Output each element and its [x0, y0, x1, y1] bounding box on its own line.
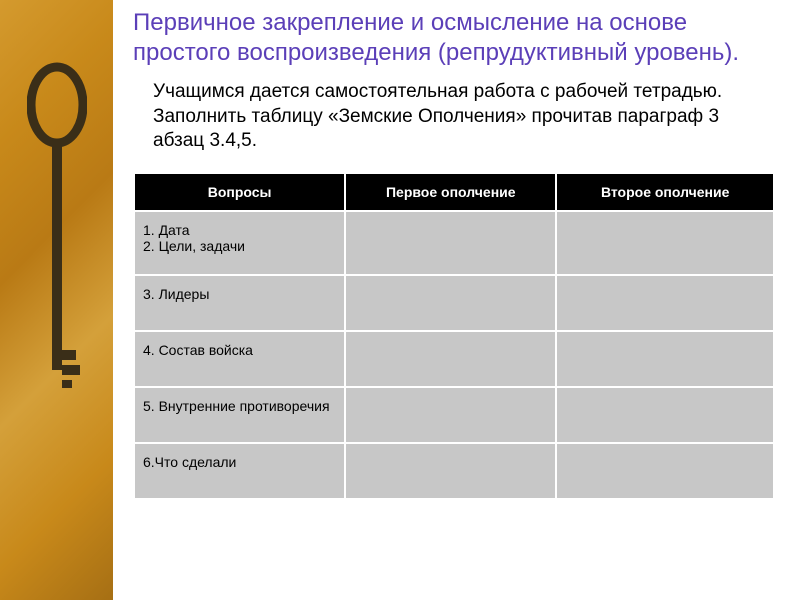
table-header: Вопросы	[134, 173, 345, 211]
table-row: 5. Внутренние противоречия	[134, 387, 774, 443]
row-label: 6.Что сделали	[134, 443, 345, 499]
row-cell	[556, 443, 774, 499]
row-label: 3. Лидеры	[134, 275, 345, 331]
key-icon	[27, 60, 87, 440]
row-label: 5. Внутренние противоречия	[134, 387, 345, 443]
row-cell	[345, 275, 556, 331]
table-header: Первое ополчение	[345, 173, 556, 211]
row-cell	[345, 331, 556, 387]
row-label: 4. Состав войска	[134, 331, 345, 387]
table-header: Второе ополчение	[556, 173, 774, 211]
table-row: 6.Что сделали	[134, 443, 774, 499]
row-cell	[345, 387, 556, 443]
row-cell	[345, 443, 556, 499]
worksheet-table: Вопросы Первое ополчение Второе ополчени…	[133, 172, 775, 500]
row-cell	[556, 331, 774, 387]
sidebar-decoration	[0, 0, 113, 600]
main-content: Первичное закрепление и осмысление на ос…	[113, 0, 800, 600]
row-cell	[556, 275, 774, 331]
row-cell	[556, 211, 774, 275]
page-title: Первичное закрепление и осмысление на ос…	[133, 8, 775, 68]
table-row: 4. Состав войска	[134, 331, 774, 387]
row-label: 1. Дата 2. Цели, задачи	[134, 211, 345, 275]
table-row: 3. Лидеры	[134, 275, 774, 331]
table-row: 1. Дата 2. Цели, задачи	[134, 211, 774, 275]
row-cell	[345, 211, 556, 275]
row-cell	[556, 387, 774, 443]
page-subtitle: Учащимся дается самостоятельная работа с…	[133, 80, 775, 154]
